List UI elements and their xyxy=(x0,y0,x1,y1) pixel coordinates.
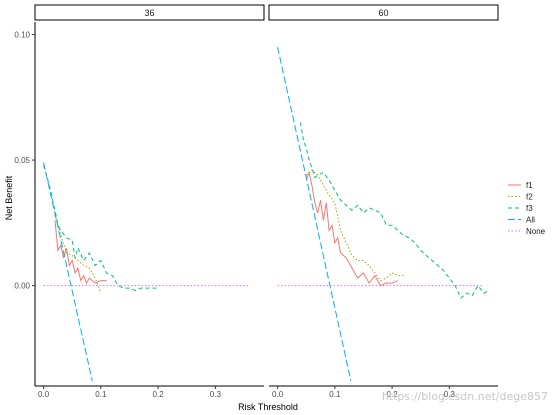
series-line-f1 xyxy=(305,170,399,287)
series-line-f1 xyxy=(54,220,107,285)
y-tick-label: 0.10 xyxy=(14,31,30,40)
x-tick-label: 0.2 xyxy=(153,390,165,399)
facet-strip xyxy=(34,4,265,21)
x-axis-title: Risk Threshold xyxy=(238,402,298,412)
panel-60: 60 xyxy=(268,4,499,382)
series-line-f3 xyxy=(43,164,159,292)
panel-36: 36 xyxy=(34,4,265,382)
x-tick-label: 0.2 xyxy=(387,390,399,399)
x-tick-label: 0.3 xyxy=(444,390,456,399)
y-axis: 0.00 0.05 0.10 xyxy=(14,22,36,386)
facet-strip-label: 60 xyxy=(378,8,388,18)
x-tick-label: 0.1 xyxy=(95,390,107,399)
legend: f1 f2 f3 All None xyxy=(508,181,546,236)
y-tick-label: 0.00 xyxy=(14,282,30,291)
legend-label-all: All xyxy=(526,216,535,225)
series-line-all xyxy=(277,46,352,382)
series-line-f2 xyxy=(54,215,102,294)
series-line-all xyxy=(43,162,93,382)
x-tick-label: 0.3 xyxy=(210,390,222,399)
series-line-f3 xyxy=(300,122,490,299)
legend-label-f1: f1 xyxy=(526,181,533,190)
legend-label-none: None xyxy=(526,227,546,236)
x-tick-label: 0.0 xyxy=(38,390,50,399)
y-tick-label: 0.05 xyxy=(14,156,30,165)
facet-strip xyxy=(268,4,499,21)
x-tick-label: 0.1 xyxy=(329,390,341,399)
x-axes: 0.0 0.1 0.2 0.3 0.0 0.1 0.2 0.3 xyxy=(35,385,498,399)
x-tick-label: 0.0 xyxy=(272,390,284,399)
series-line-f2 xyxy=(305,169,404,282)
y-axis-title: Net Benefit xyxy=(4,175,14,220)
legend-label-f2: f2 xyxy=(526,193,533,202)
legend-label-f3: f3 xyxy=(526,204,533,213)
watermark: https://blog.csdn.net/dege857 xyxy=(382,390,548,403)
facet-strip-label: 36 xyxy=(144,8,154,18)
